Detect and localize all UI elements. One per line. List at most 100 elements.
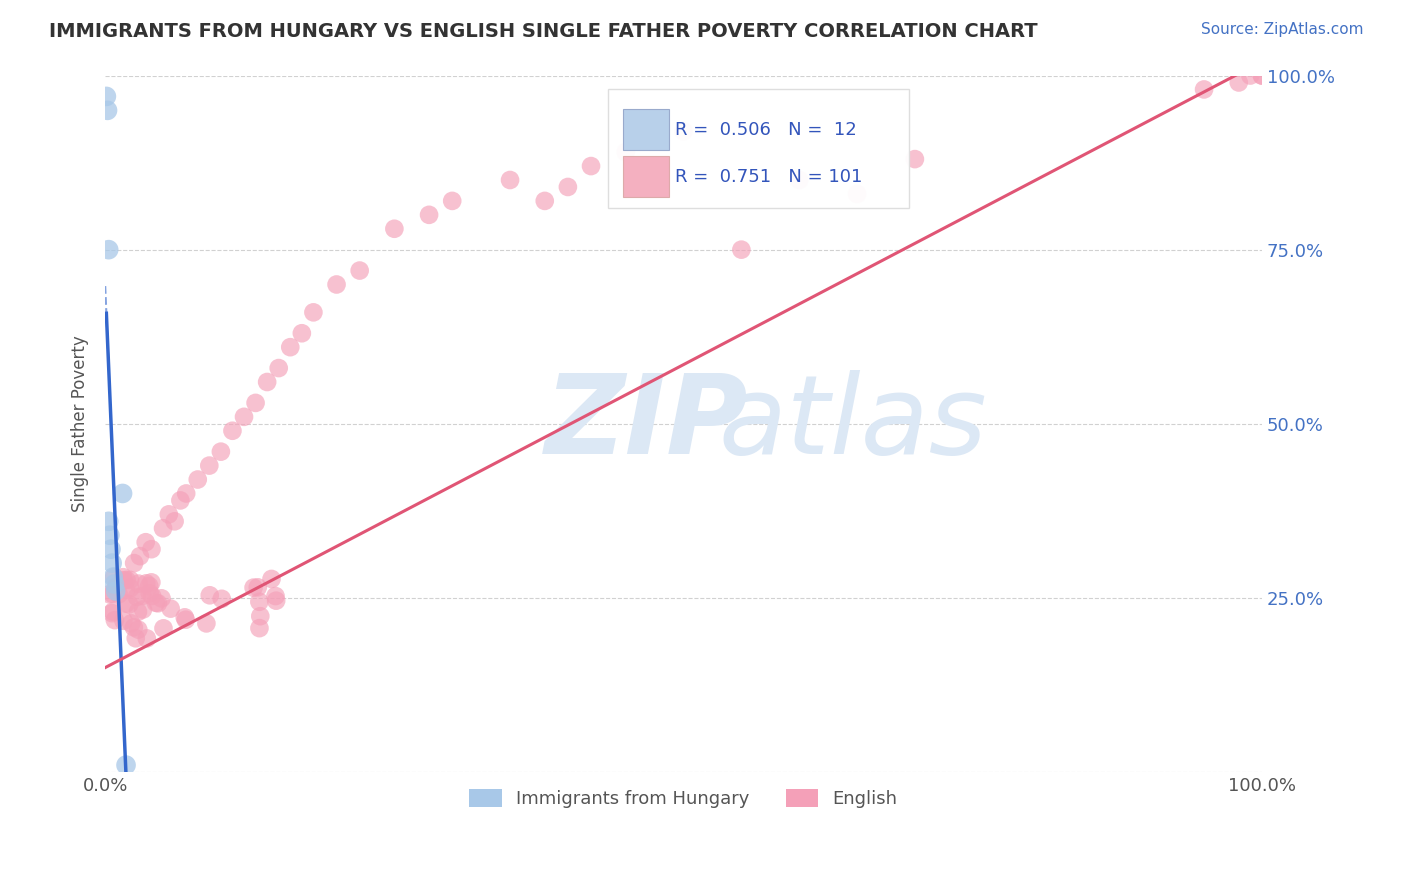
Point (97, 514, 120, 528)
Point (418, 208, 440, 222)
FancyBboxPatch shape (609, 89, 910, 208)
Point (127, 605, 149, 619)
Point (115, 582, 138, 597)
Point (112, 570, 135, 584)
Point (101, 606, 124, 620)
Point (98, 587, 121, 601)
Point (120, 616, 142, 631)
Point (115, 597, 138, 611)
Point (260, 572, 283, 586)
Point (122, 556, 145, 570)
Point (904, 152, 927, 166)
Point (127, 623, 149, 637)
Point (384, 221, 406, 235)
Point (100, 542, 122, 557)
Point (118, 573, 141, 587)
FancyBboxPatch shape (623, 155, 668, 197)
Point (118, 598, 141, 612)
Point (198, 588, 221, 602)
Point (107, 587, 129, 601)
Point (174, 486, 197, 500)
Point (135, 576, 157, 591)
Point (141, 589, 163, 603)
Point (256, 375, 278, 389)
Point (104, 613, 127, 627)
Point (557, 180, 579, 194)
Point (441, 194, 464, 208)
Point (132, 602, 155, 616)
Point (129, 549, 152, 563)
Point (115, 573, 138, 587)
Point (101, 605, 124, 619)
Point (198, 458, 221, 473)
Point (1192, 82, 1215, 96)
Point (211, 591, 233, 606)
Point (233, 409, 256, 424)
Point (278, 340, 301, 354)
Point (249, 621, 271, 635)
Point (221, 424, 243, 438)
Point (187, 473, 209, 487)
Point (264, 593, 287, 607)
Point (1251, 69, 1274, 83)
Text: R =  0.751   N = 101: R = 0.751 N = 101 (675, 168, 863, 186)
Point (111, 486, 134, 500)
Point (672, 124, 695, 138)
Point (115, 758, 138, 772)
Point (97, 243, 120, 257)
Point (247, 595, 270, 609)
Point (104, 584, 127, 599)
Point (159, 601, 181, 615)
Point (614, 145, 637, 160)
Point (98, 528, 121, 542)
Point (173, 610, 195, 624)
Point (104, 580, 127, 594)
Point (291, 326, 314, 341)
Point (101, 587, 124, 601)
Point (150, 591, 173, 606)
Text: atlas: atlas (718, 370, 987, 477)
Point (128, 576, 150, 591)
Point (249, 609, 271, 624)
FancyBboxPatch shape (623, 109, 668, 150)
Point (103, 570, 125, 584)
Point (146, 596, 169, 610)
Point (157, 508, 180, 522)
Point (112, 573, 135, 587)
Point (145, 596, 167, 610)
Point (325, 277, 347, 292)
Point (103, 577, 125, 591)
Point (1239, 69, 1261, 83)
Point (1227, 75, 1250, 89)
Point (101, 556, 124, 570)
Text: IMMIGRANTS FROM HUNGARY VS ENGLISH SINGLE FATHER POVERTY CORRELATION CHART: IMMIGRANTS FROM HUNGARY VS ENGLISH SINGL… (49, 22, 1038, 41)
Text: Source: ZipAtlas.com: Source: ZipAtlas.com (1201, 22, 1364, 37)
Point (135, 535, 157, 549)
Legend: Immigrants from Hungary, English: Immigrants from Hungary, English (463, 781, 905, 815)
Text: R =  0.506   N =  12: R = 0.506 N = 12 (675, 120, 858, 139)
Point (96, 89, 118, 103)
Point (169, 493, 191, 508)
Point (245, 396, 267, 410)
Point (141, 575, 163, 590)
Y-axis label: Single Father Poverty: Single Father Poverty (72, 335, 89, 512)
Point (195, 616, 218, 631)
Point (579, 159, 602, 173)
Point (152, 521, 174, 535)
Point (242, 581, 264, 595)
Point (96, 103, 118, 118)
Point (302, 305, 325, 319)
Point (152, 621, 174, 635)
Point (138, 579, 160, 593)
Point (787, 173, 810, 187)
Point (267, 361, 290, 376)
Point (139, 586, 162, 600)
Point (141, 542, 163, 557)
Text: ZIP: ZIP (544, 370, 748, 477)
Point (135, 632, 157, 646)
Point (499, 173, 522, 187)
Point (209, 444, 232, 458)
Point (125, 632, 148, 646)
Point (1251, 69, 1274, 83)
Point (122, 620, 145, 634)
